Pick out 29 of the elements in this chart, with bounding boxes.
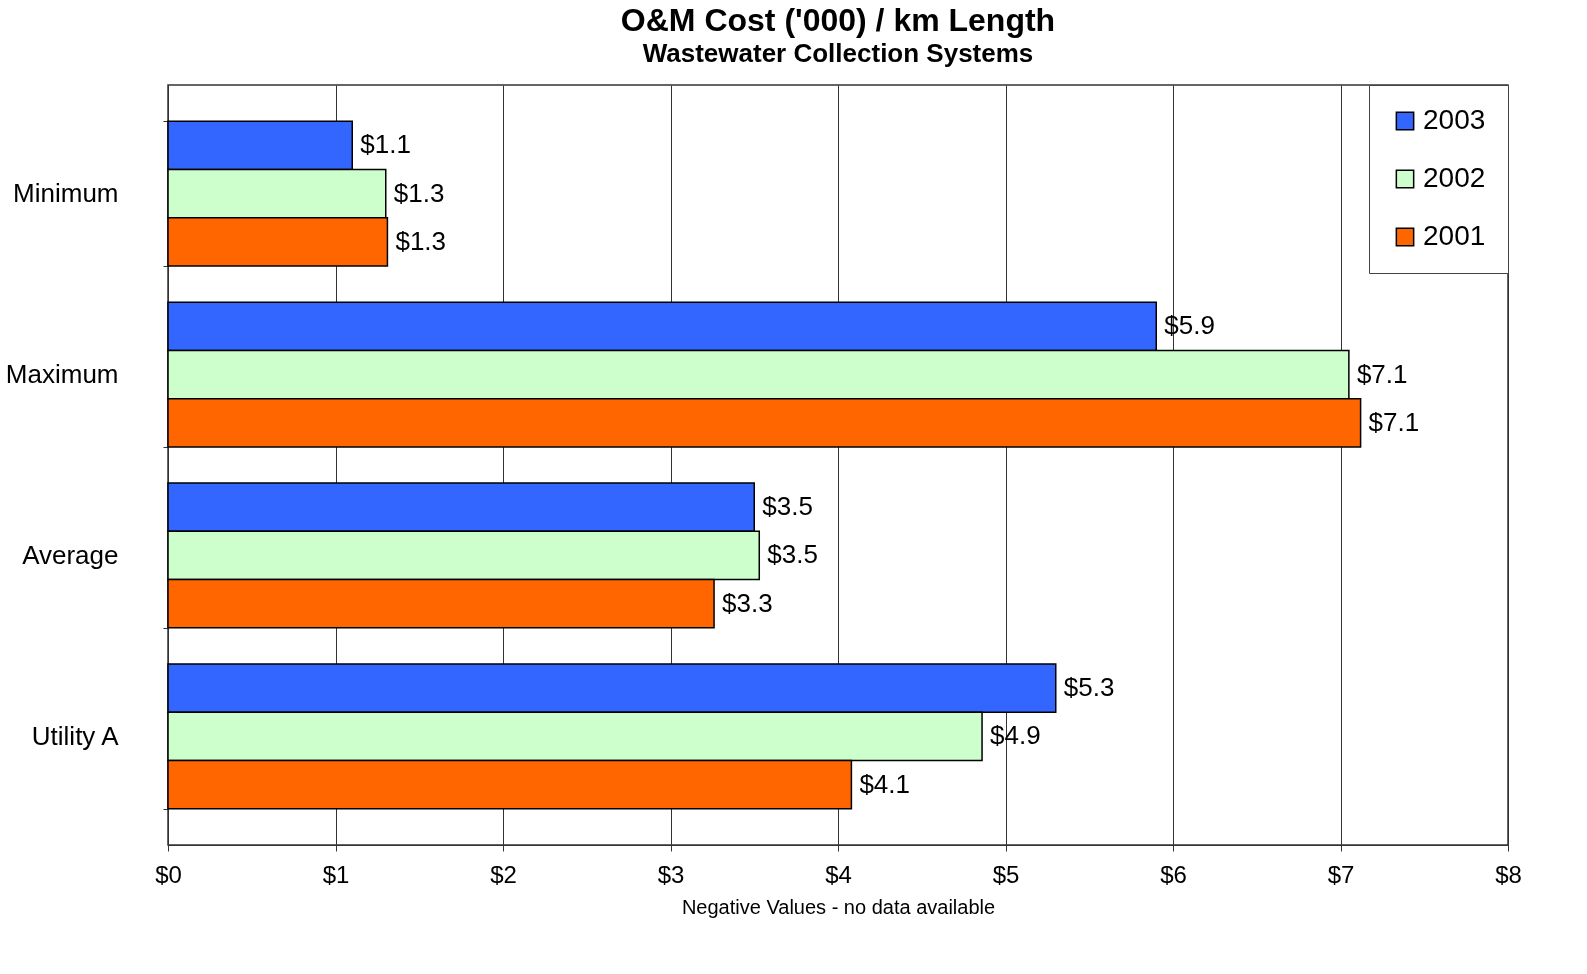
data-label: $1.3 — [395, 225, 447, 256]
data-label: $3.5 — [762, 491, 813, 522]
data-label: $4.1 — [859, 768, 911, 799]
data-label: $7.1 — [1368, 406, 1420, 437]
legend-label: 2002 — [1423, 162, 1486, 193]
x-tick-label: $8 — [1495, 860, 1522, 888]
x-tick-label: $0 — [155, 860, 182, 888]
data-label: $3.5 — [767, 539, 818, 570]
x-tick-label: $1 — [322, 860, 350, 888]
y-tick-label: Maximum — [5, 359, 119, 390]
data-label: $3.3 — [722, 587, 773, 618]
y-tick-label: Utility A — [31, 720, 120, 751]
x-axis-title: Negative Values - no data available — [681, 895, 996, 918]
legend-label: 2003 — [1423, 104, 1486, 135]
x-tick-label: $4 — [825, 860, 852, 888]
data-label: $1.3 — [393, 177, 445, 208]
data-label: $7.1 — [1356, 358, 1408, 389]
x-tick-label: $5 — [992, 860, 1020, 888]
chart-subtitle: Wastewater Collection Systems — [642, 38, 1034, 68]
y-tick-label: Minimum — [13, 178, 119, 209]
x-tick-label: $7 — [1327, 860, 1355, 888]
x-tick-label: $6 — [1160, 860, 1187, 888]
data-label: $5.3 — [1063, 672, 1115, 703]
y-tick-label: Average — [22, 539, 119, 570]
x-tick-label: $3 — [657, 860, 685, 888]
x-tick-label: $2 — [490, 860, 517, 888]
chart-title: O&M Cost ('000) / km Length — [620, 2, 1056, 38]
legend-label: 2001 — [1423, 220, 1486, 251]
data-label: $1.1 — [360, 129, 411, 160]
